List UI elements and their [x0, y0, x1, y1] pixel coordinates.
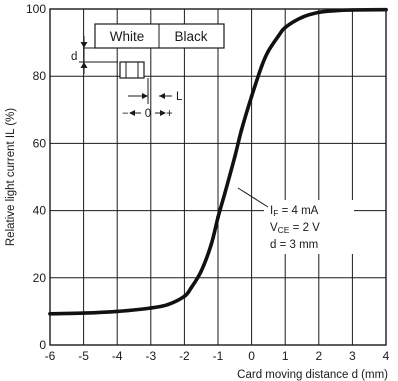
l-dimension-label: L: [176, 91, 183, 103]
minus-arrow-icon: [129, 110, 135, 116]
annotation-line-if: IF = 4 mA: [270, 205, 319, 218]
plus-arrow-icon: [160, 110, 166, 116]
x-tick-label: -6: [45, 349, 56, 363]
x-axis-title: Card moving distance d (mm): [237, 369, 388, 381]
annotation-line-vce: VCE = 2 V: [270, 222, 320, 235]
data-point: [283, 25, 288, 30]
data-point: [300, 15, 304, 20]
inset-diagram: White Black d L − 0 +: [71, 23, 225, 120]
data-point: [165, 302, 170, 307]
origin-label: 0: [145, 108, 151, 120]
data-point: [266, 49, 271, 53]
data-points: [48, 7, 388, 316]
y-tick-label: 100: [26, 2, 46, 16]
y-tick-label: 0: [39, 338, 46, 352]
x-tick-label: -4: [112, 349, 123, 363]
l-arrow-right-icon: [142, 93, 148, 99]
x-tick-labels: -6 -5 -4 -3 -2 -1 0 1 2 3 4: [45, 349, 390, 363]
y-tick-label: 20: [33, 271, 47, 285]
d-dimension-label: d: [71, 51, 77, 63]
x-tick-label: -5: [78, 349, 89, 363]
x-tick-label: -1: [213, 349, 224, 363]
data-point: [81, 311, 86, 315]
minus-label: −: [122, 108, 129, 120]
annotation-line-d: d = 3 mm: [270, 239, 318, 251]
data-point: [239, 128, 244, 132]
x-tick-label: 4: [383, 349, 390, 363]
data-point: [189, 286, 193, 290]
y-tick-labels: 0 20 40 60 80 100: [26, 2, 46, 352]
data-point: [182, 294, 187, 299]
data-point: [276, 34, 281, 38]
data-point: [199, 269, 203, 273]
y-tick-label: 40: [33, 204, 47, 218]
white-label: White: [110, 29, 145, 44]
y-tick-label: 60: [33, 136, 47, 150]
x-tick-label: 1: [282, 349, 289, 363]
l-arrow-left-icon: [159, 93, 165, 99]
x-tick-label: 2: [315, 349, 322, 363]
plus-label: +: [166, 108, 173, 120]
x-tick-label: -2: [179, 349, 190, 363]
y-tick-label: 80: [33, 69, 47, 83]
data-point: [209, 242, 214, 246]
data-point: [249, 94, 254, 99]
data-point: [259, 64, 264, 68]
d-arrow-down-icon: [80, 42, 88, 48]
sensor-body: [119, 61, 145, 79]
black-label: Black: [174, 29, 207, 44]
data-point: [115, 309, 119, 314]
annotation-leader-line: [237, 187, 269, 208]
data-point: [333, 8, 338, 13]
grid-lines: [50, 9, 386, 345]
data-point: [149, 306, 153, 310]
annotation-background: [264, 200, 354, 254]
x-tick-label: -3: [145, 349, 156, 363]
data-point: [317, 10, 321, 15]
data-point: [233, 155, 237, 159]
d-arrow-up-icon: [80, 62, 88, 68]
x-tick-label: 0: [248, 349, 255, 363]
y-axis-title: Relative light current IL (%): [5, 108, 17, 246]
plot-frame: [49, 8, 387, 346]
test-conditions-annotation: IF = 4 mA VCE = 2 V d = 3 mm: [237, 187, 354, 254]
x-tick-label: 3: [349, 349, 356, 363]
data-point: [222, 192, 227, 196]
data-point: [216, 215, 220, 220]
